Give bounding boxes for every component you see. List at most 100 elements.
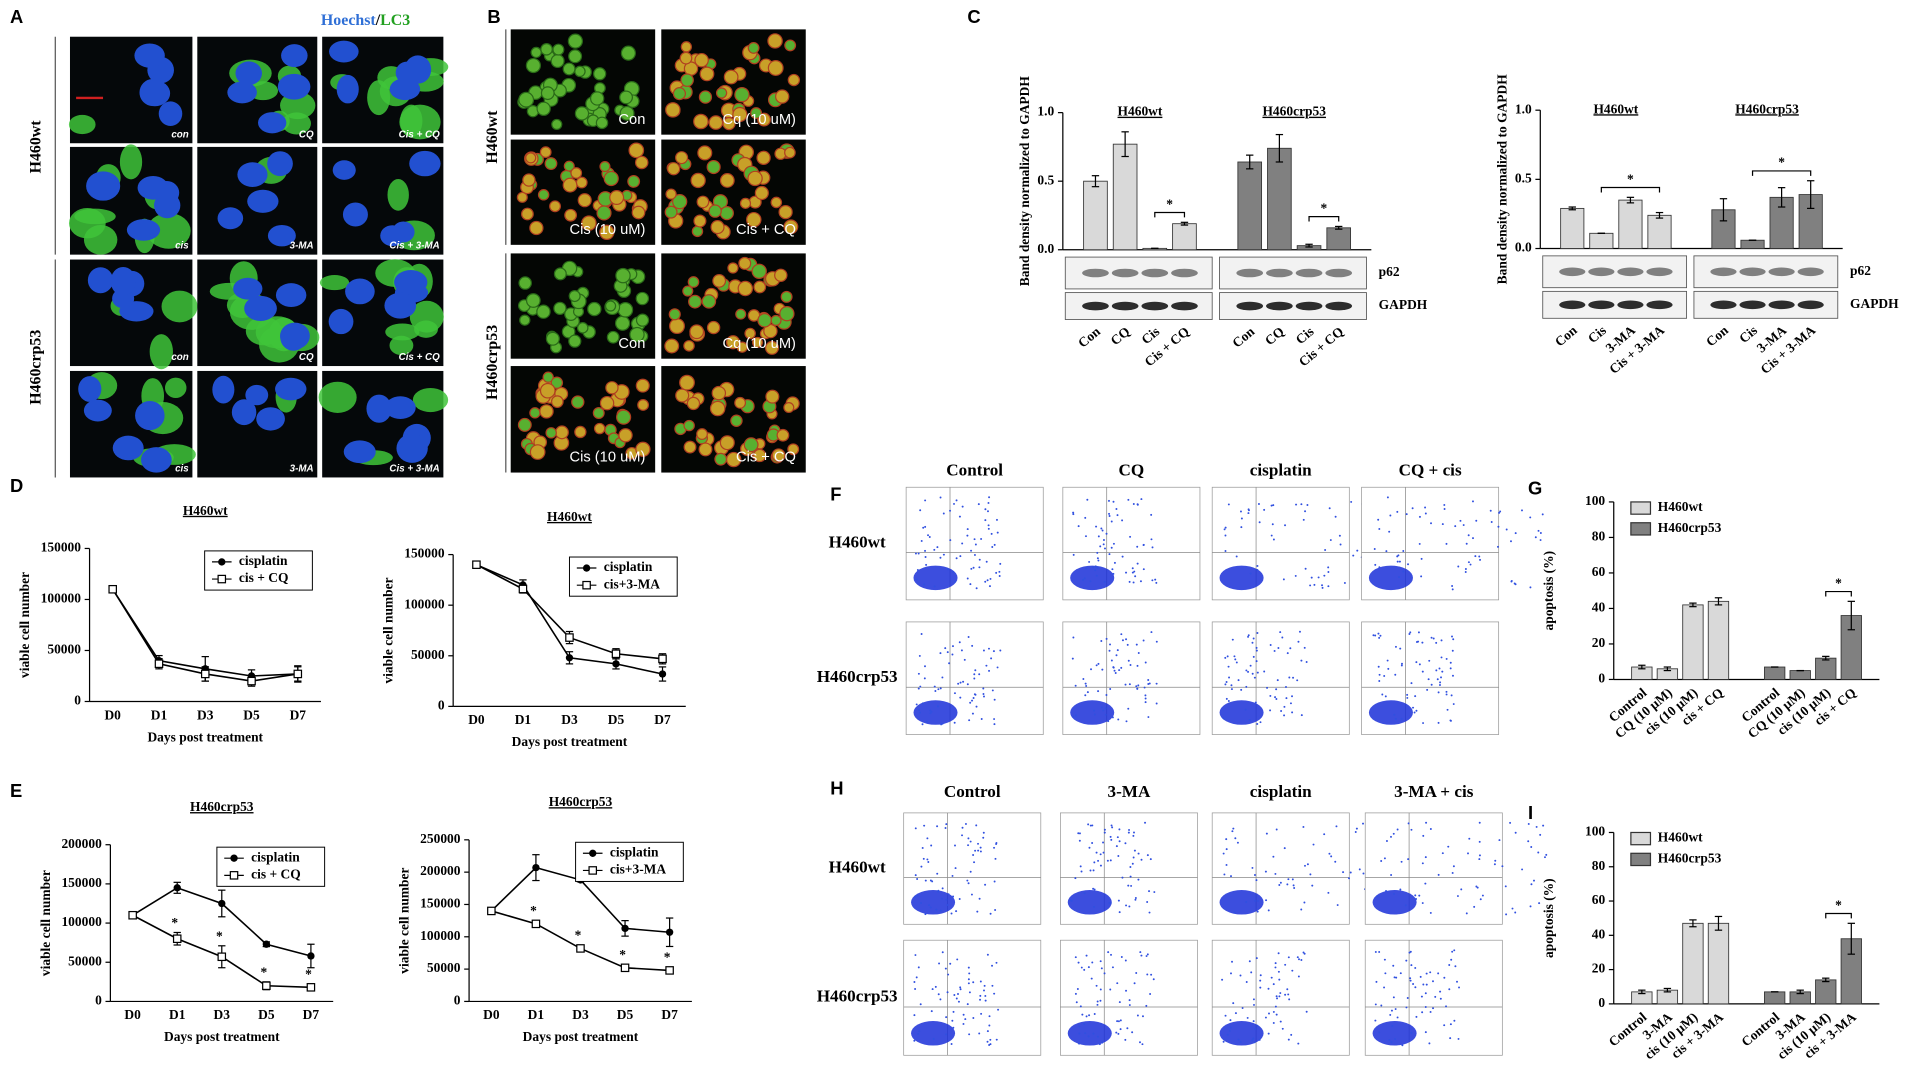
nucleus (244, 295, 277, 321)
event (947, 973, 950, 976)
event (1313, 583, 1316, 586)
event (1290, 1033, 1293, 1036)
event (1535, 825, 1538, 828)
nucleus (396, 433, 428, 463)
event (1087, 823, 1090, 826)
significance-mark: * (575, 928, 582, 943)
y-axis-label: viable cell number (381, 577, 396, 683)
image-label: Cq (10 uM) (722, 336, 795, 352)
significance-mark: * (261, 964, 268, 979)
event (980, 1012, 983, 1015)
event (942, 553, 945, 556)
event (964, 1018, 967, 1021)
event (1234, 1012, 1237, 1015)
event (921, 723, 924, 726)
x-tick-label: D7 (290, 707, 307, 722)
cell (688, 294, 702, 309)
cell (599, 224, 615, 240)
event (1251, 672, 1254, 675)
event (1273, 649, 1276, 652)
event (1298, 958, 1300, 961)
significance-mark: * (1166, 196, 1173, 211)
event (1129, 875, 1132, 878)
event (1437, 691, 1440, 694)
event (1394, 645, 1397, 648)
event (959, 681, 962, 684)
event (962, 1022, 965, 1025)
cell (719, 435, 735, 451)
event (1118, 669, 1121, 672)
x-tick-label: Con (1229, 323, 1257, 350)
cell (691, 225, 704, 238)
event (996, 666, 999, 669)
error-bar (1847, 600, 1855, 631)
cell (689, 324, 705, 340)
event (1386, 659, 1389, 662)
event (1405, 513, 1408, 516)
legend-label: cis + CQ (251, 866, 301, 881)
legend-label: cisplatin (604, 559, 653, 574)
event (933, 548, 936, 551)
bar (1764, 991, 1786, 1005)
event (1300, 659, 1303, 662)
event (926, 837, 929, 840)
event (1223, 528, 1226, 531)
panel-letter: I (1528, 802, 1533, 823)
event (991, 984, 994, 987)
event (988, 496, 991, 499)
point (612, 660, 620, 668)
event (1095, 574, 1098, 577)
event (1541, 513, 1544, 516)
bar (1682, 604, 1704, 680)
event (1309, 584, 1312, 587)
nucleus (332, 160, 356, 180)
event (1082, 578, 1084, 581)
event (1092, 566, 1095, 569)
event (972, 697, 975, 699)
nucleus (83, 399, 112, 422)
event (1402, 570, 1405, 573)
point (200, 669, 210, 679)
event (1530, 883, 1533, 886)
event (1145, 955, 1148, 958)
event (1127, 498, 1130, 501)
image-label: Con (618, 112, 645, 128)
event (945, 1016, 948, 1019)
event (1385, 840, 1388, 843)
event (966, 577, 969, 580)
event (978, 1032, 981, 1035)
event (982, 836, 985, 839)
nucleus (267, 151, 293, 177)
event (1378, 1031, 1381, 1034)
event (980, 718, 983, 721)
event (979, 980, 982, 983)
nucleus (87, 267, 114, 294)
event (1279, 1020, 1282, 1023)
point (658, 654, 667, 664)
event (1287, 878, 1290, 881)
column-header: Control (944, 782, 1001, 801)
cell (629, 326, 645, 343)
event (1328, 852, 1331, 855)
event (1121, 639, 1124, 642)
nucleus (394, 270, 428, 295)
event (1424, 856, 1427, 859)
event (930, 844, 933, 847)
significance-bracket (1154, 211, 1186, 218)
y-tick-label: 0.5 (1037, 172, 1054, 187)
cell (618, 428, 633, 443)
event (917, 672, 920, 675)
event (1084, 516, 1087, 519)
event (1270, 504, 1273, 507)
event (1291, 711, 1294, 714)
event (984, 999, 987, 1002)
event (919, 509, 922, 512)
cell (574, 106, 590, 121)
event (1155, 682, 1158, 685)
event (971, 712, 974, 715)
event (937, 889, 940, 892)
significance-mark: * (1321, 200, 1328, 215)
event (1083, 968, 1086, 971)
event (1110, 824, 1113, 827)
event (1289, 702, 1292, 705)
